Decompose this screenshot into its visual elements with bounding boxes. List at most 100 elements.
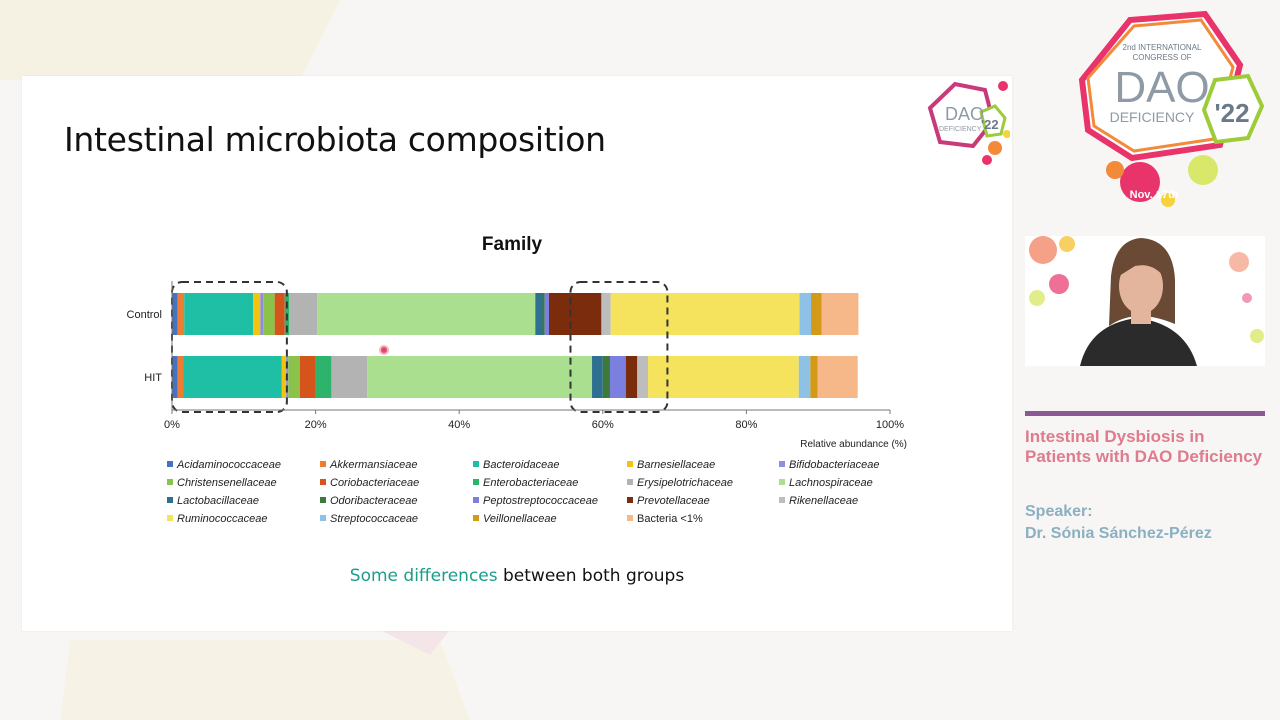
bar-segment-control-3	[253, 293, 261, 335]
bar-segment-hit-2	[183, 356, 282, 398]
legend-swatch	[473, 461, 479, 467]
bar-segment-hit-12	[609, 356, 626, 398]
legend-item: Barnesiellaceae	[627, 458, 715, 472]
legend-item: Ruminococcaceae	[167, 512, 268, 526]
talk-title: Intestinal Dysbiosis in Patients with DA…	[1025, 427, 1263, 466]
speaker-video-frame	[1029, 236, 1264, 366]
sidebar-divider	[1025, 411, 1265, 416]
legend-label: Veillonellaceae	[483, 513, 557, 525]
legend-label: Acidaminococcaceae	[177, 459, 281, 471]
legend-swatch	[167, 497, 173, 503]
bar-segment-hit-6	[299, 356, 316, 398]
legend-label: Streptococcaceae	[330, 513, 419, 525]
legend-swatch	[473, 515, 479, 521]
legend-swatch	[320, 515, 326, 521]
legend-label: Bacteria <1%	[637, 513, 703, 525]
x-tick-label-2: 40%	[448, 419, 470, 431]
x-tick-label-1: 20%	[305, 419, 327, 431]
bar-segment-hit-5	[288, 356, 300, 398]
legend-item: Odoribacteraceae	[320, 494, 417, 508]
x-axis-label: Relative abundance (%)	[800, 439, 907, 450]
legend-swatch	[473, 497, 479, 503]
logo-year: '22	[1214, 98, 1249, 128]
mini-logo-name: DAO	[945, 104, 984, 124]
legend-swatch	[779, 479, 785, 485]
bar-segment-hit-17	[810, 356, 818, 398]
presentation-slide: Intestinal microbiota composition Family…	[22, 76, 1012, 631]
legend-label: Lactobacillaceae	[177, 495, 259, 507]
chart-title: Family	[482, 234, 543, 255]
bar-segment-hit-10	[592, 356, 603, 398]
legend-item: Christensenellaceae	[167, 476, 277, 490]
legend-label: Bacteroidaceae	[483, 459, 560, 471]
bar-segment-control-11	[542, 293, 545, 335]
legend-item: Peptostreptococcaceae	[473, 494, 598, 508]
legend-label: Prevotellaceae	[637, 495, 710, 507]
legend-item: Lactobacillaceae	[167, 494, 259, 508]
legend-item: Bacteria <1%	[627, 512, 703, 526]
bar-segment-control-15	[610, 293, 800, 335]
logo-name: DAO	[1114, 63, 1209, 112]
legend-label: Erysipelotrichaceae	[637, 477, 733, 489]
logo-line1: 2nd INTERNATIONAL	[1123, 43, 1203, 52]
legend-swatch	[320, 461, 326, 467]
legend-item: Akkermansiaceae	[320, 458, 417, 472]
category-label-control: Control	[127, 309, 162, 321]
legend-label: Akkermansiaceae	[330, 459, 418, 471]
legend-swatch	[167, 515, 173, 521]
legend-label: Odoribacteraceae	[330, 495, 418, 507]
legend-item: Acidaminococcaceae	[167, 458, 281, 472]
legend-label: Ruminococcaceae	[177, 513, 268, 525]
slide-caption: Some differences between both groups	[22, 566, 1012, 586]
bar-segment-control-9	[317, 293, 536, 335]
legend-swatch	[627, 497, 633, 503]
legend-label: Barnesiellaceae	[637, 459, 716, 471]
dao-congress-logo: 2nd INTERNATIONAL CONGRESS OF DAO DEFICI…	[1078, 10, 1265, 207]
legend-swatch	[320, 497, 326, 503]
legend-item: Bacteroidaceae	[473, 458, 559, 472]
bar-segment-control-18	[821, 293, 859, 335]
legend-swatch	[473, 479, 479, 485]
dao-mini-logo: DAO DEFICIENCY '22	[927, 81, 1010, 165]
legend-swatch	[627, 515, 633, 521]
logo-date: Nov. 17th	[1130, 189, 1179, 201]
legend-item: Lachnospiraceae	[779, 476, 873, 490]
bar-segment-control-12	[544, 293, 549, 335]
bar-segment-hit-11	[602, 356, 610, 398]
bar-segment-control-10	[535, 293, 543, 335]
speaker-video	[1025, 236, 1265, 366]
bar-segment-control-0	[172, 293, 178, 335]
bar-segment-hit-8	[331, 356, 368, 398]
x-tick-label-5: 100%	[876, 419, 904, 431]
caption-rest: between both groups	[497, 566, 685, 586]
x-tick-label-3: 60%	[592, 419, 614, 431]
bar-segment-control-16	[799, 293, 812, 335]
bar-segment-hit-18	[817, 356, 858, 398]
logo-sub: DEFICIENCY	[1110, 109, 1195, 125]
legend-swatch	[779, 497, 785, 503]
speaker-name: Dr. Sónia Sánchez-Pérez	[1025, 525, 1212, 542]
caption-highlight: Some differences	[349, 566, 498, 586]
bar-segment-control-14	[601, 293, 611, 335]
logo-line2: CONGRESS OF	[1132, 53, 1191, 62]
mini-logo-year: '22	[981, 117, 999, 132]
slide-title: Intestinal microbiota composition	[64, 120, 606, 159]
legend-label: Christensenellaceae	[177, 477, 277, 489]
bar-segment-control-17	[811, 293, 822, 335]
bar-segment-hit-7	[315, 356, 332, 398]
mini-logo-sub: DEFICIENCY	[939, 126, 982, 133]
bar-segment-control-2	[184, 293, 254, 335]
category-label-hit: HIT	[144, 372, 162, 384]
speaker-label: Speaker:	[1025, 503, 1093, 520]
bar-segment-control-13	[548, 293, 602, 335]
legend-label: Coriobacteriaceae	[330, 477, 420, 489]
bar-segment-hit-15	[648, 356, 799, 398]
x-tick-label-0: 0%	[164, 419, 180, 431]
legend-item: Prevotellaceae	[627, 494, 710, 508]
legend-swatch	[167, 461, 173, 467]
bar-segment-hit-16	[798, 356, 811, 398]
legend-label: Lachnospiraceae	[789, 477, 873, 489]
bar-segment-hit-14	[637, 356, 649, 398]
legend-label: Bifidobacteriaceae	[789, 459, 880, 471]
legend-item: Enterobacteriaceae	[473, 476, 578, 490]
